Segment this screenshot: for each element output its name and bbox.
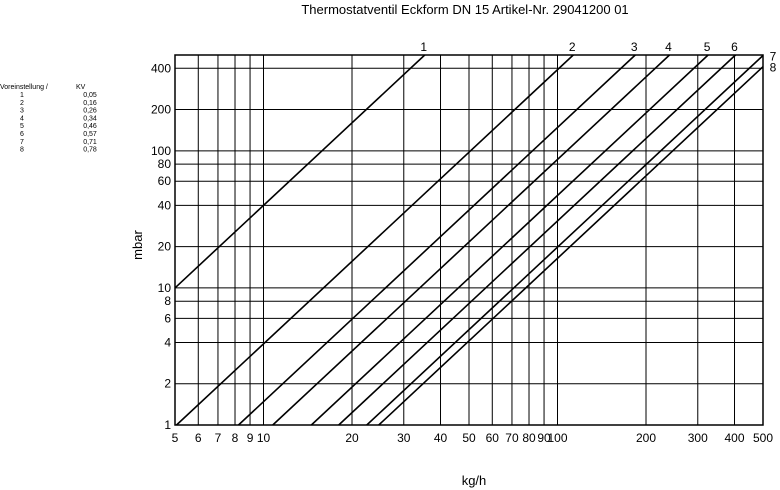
y-tick-label: 40 xyxy=(158,198,172,212)
curve-label-1: 1 xyxy=(420,40,427,54)
curve-label-8: 8 xyxy=(770,61,777,75)
y-tick-label: 20 xyxy=(158,240,172,254)
x-tick-label: 90 xyxy=(537,431,551,445)
x-tick-label: 30 xyxy=(397,431,411,445)
table-setting-cell: 2 xyxy=(20,100,24,107)
x-tick-label: 70 xyxy=(505,431,519,445)
curve-labels: 1 2 3 4 5 6 78 xyxy=(420,40,776,75)
x-tick-label: 5 xyxy=(172,431,179,445)
x-tick-label: 10 xyxy=(257,431,271,445)
table-setting-cell: 4 xyxy=(20,115,24,122)
y-tick-label: 10 xyxy=(158,281,172,295)
plot-frame xyxy=(174,54,764,426)
x-tick-label: 7 xyxy=(215,431,222,445)
x-tick-label: 300 xyxy=(688,431,708,445)
curve-1 xyxy=(174,54,426,289)
x-tick-label: 9 xyxy=(247,431,254,445)
curve-5 xyxy=(310,54,709,426)
y-tick-label: 1 xyxy=(164,418,171,432)
y-tick-label: 400 xyxy=(151,61,171,75)
curve-8 xyxy=(378,66,764,426)
table-setting-cell: 6 xyxy=(20,131,24,138)
table-kv-cell: 0,57 xyxy=(83,131,97,138)
curve-label-5: 5 xyxy=(704,40,711,54)
y-tick-label: 2 xyxy=(164,377,171,391)
curve-label-2: 2 xyxy=(569,40,576,54)
x-tick-label: 8 xyxy=(232,431,239,445)
x-tick-label: 6 xyxy=(195,431,202,445)
table-setting-cell: 3 xyxy=(20,108,24,115)
y-tick-label: 4 xyxy=(164,335,171,349)
y-tick-label: 100 xyxy=(151,144,171,158)
curve-6 xyxy=(338,54,737,426)
table-kv-cell: 0,05 xyxy=(83,92,97,99)
table-kv-cell: 0,71 xyxy=(83,139,97,146)
y-tick-label: 6 xyxy=(164,311,171,325)
x-tick-label: 50 xyxy=(462,431,476,445)
x-tick-label: 100 xyxy=(547,431,567,445)
x-axis-label: kg/h xyxy=(462,473,487,488)
grid xyxy=(174,55,764,426)
y-axis-label: mbar xyxy=(130,230,145,260)
table-kv-cell: 0,16 xyxy=(83,100,97,107)
x-tick-label: 200 xyxy=(636,431,656,445)
curve-4 xyxy=(272,54,671,426)
x-tick-label: 80 xyxy=(522,431,536,445)
table-kv-cell: 0,26 xyxy=(83,108,97,115)
x-tick-label: 40 xyxy=(434,431,448,445)
y-tick-label: 80 xyxy=(158,157,172,171)
curve-3 xyxy=(237,54,636,426)
curve-7 xyxy=(366,54,764,426)
table-kv-cell: 0,34 xyxy=(83,115,97,122)
x-tick-label: 20 xyxy=(345,431,359,445)
curve-2 xyxy=(175,54,574,426)
x-tick-label: 500 xyxy=(753,431,773,445)
y-tick-label: 200 xyxy=(151,103,171,117)
table-setting-cell: 1 xyxy=(20,92,24,99)
curve-label-4: 4 xyxy=(665,40,672,54)
curve-label-6: 6 xyxy=(731,40,738,54)
y-tick-label: 60 xyxy=(158,174,172,188)
table-setting-cell: 5 xyxy=(20,123,24,130)
kv-table: Voreinstellung / KV 1 0,05 2 0,16 3 0,26 4 0,34… xyxy=(0,84,97,154)
curve-label-3: 3 xyxy=(631,40,638,54)
table-setting-cell: 8 xyxy=(20,147,24,154)
x-tick-label: 60 xyxy=(486,431,500,445)
kv-curves xyxy=(174,54,764,426)
table-kv-cell: 0,46 xyxy=(83,123,97,130)
x-tick-label: 400 xyxy=(724,431,744,445)
table-kv-cell: 0,78 xyxy=(83,147,97,154)
table-header-setting: Voreinstellung / xyxy=(0,84,48,91)
table-header-kv: KV xyxy=(76,84,86,91)
curve-label-7: 7 xyxy=(770,49,777,63)
y-tick-label: 8 xyxy=(164,294,171,308)
chart-title: Thermostatventil Eckform DN 15 Artikel-N… xyxy=(301,2,628,17)
table-setting-cell: 7 xyxy=(20,139,24,146)
